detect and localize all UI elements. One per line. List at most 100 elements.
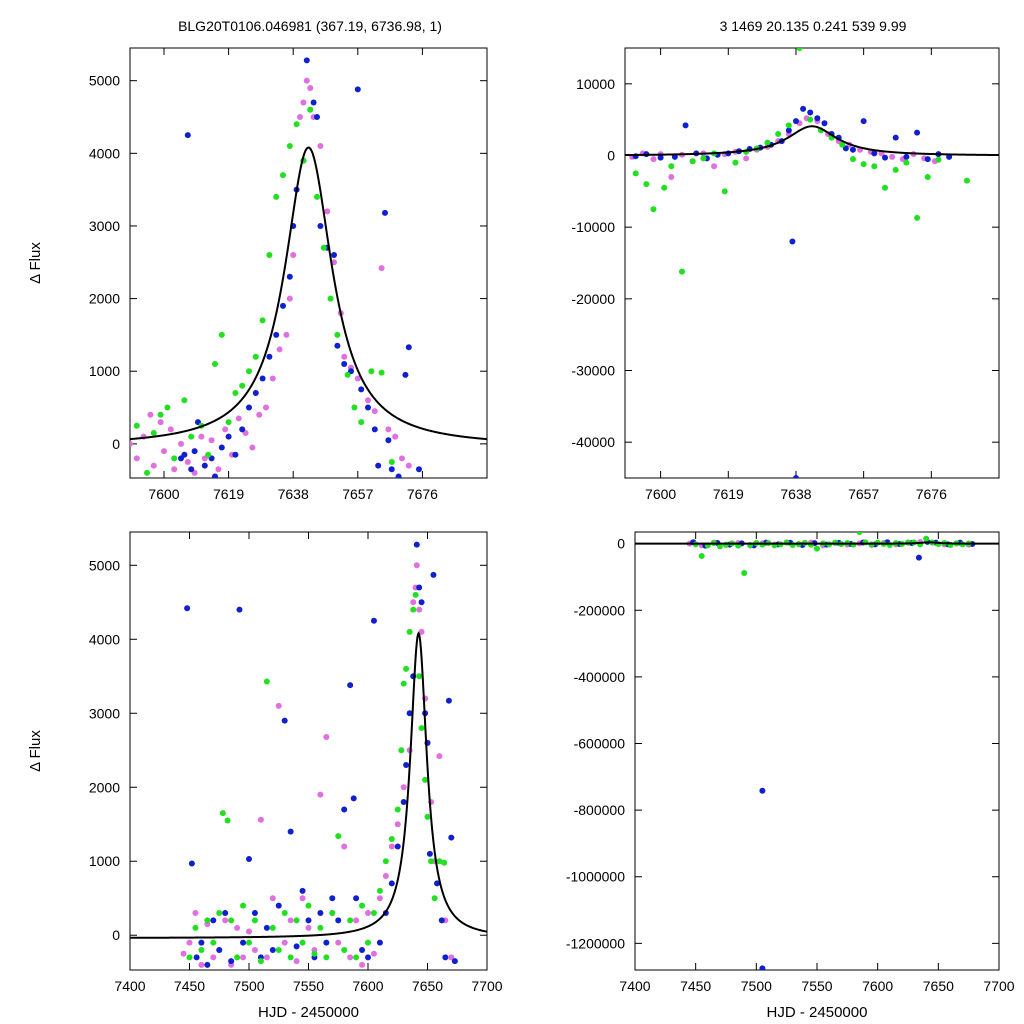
y-tick-label: 4000 bbox=[89, 145, 120, 161]
x-tick-label: 7600 bbox=[862, 978, 893, 994]
x-tick-label: 7700 bbox=[983, 978, 1014, 994]
data-point-pink bbox=[251, 947, 258, 954]
data-point-blue bbox=[266, 353, 273, 360]
data-point-green bbox=[347, 917, 354, 924]
data-point-blue bbox=[329, 895, 336, 902]
data-point-green bbox=[368, 368, 375, 375]
data-point-green bbox=[225, 419, 232, 426]
data-point-blue bbox=[228, 958, 235, 965]
data-point-green bbox=[716, 543, 723, 550]
data-point-blue bbox=[317, 222, 324, 229]
data-point-blue bbox=[188, 466, 195, 473]
data-point-green bbox=[224, 817, 231, 824]
data-point-green bbox=[850, 541, 857, 548]
data-point-green bbox=[424, 813, 431, 820]
data-point-blue bbox=[334, 342, 341, 349]
data-point-blue bbox=[299, 887, 306, 894]
data-point-green bbox=[320, 244, 327, 251]
data-point-green bbox=[204, 917, 211, 924]
x-tick-label: 7400 bbox=[619, 978, 650, 994]
data-point-green bbox=[892, 166, 899, 173]
y-tick-label: 2000 bbox=[89, 779, 120, 795]
data-point-green bbox=[410, 606, 417, 613]
y-tick-label: -200000 bbox=[574, 602, 626, 618]
data-point-blue bbox=[212, 473, 218, 478]
x-tick-label: 7450 bbox=[680, 978, 711, 994]
data-point-pink bbox=[448, 954, 455, 961]
data-point-pink bbox=[410, 599, 417, 606]
data-point-green bbox=[741, 569, 748, 576]
data-point-green bbox=[280, 172, 286, 179]
data-point-blue bbox=[184, 132, 191, 139]
data-point-blue bbox=[201, 462, 208, 469]
panel-bottom-right: 7400 7450 7500 7550 7600 7650 7700 -1200000 -100… bbox=[566, 531, 1015, 1021]
data-point-pink bbox=[186, 939, 193, 946]
data-point-green bbox=[273, 193, 280, 200]
data-point-pink bbox=[335, 939, 342, 946]
data-point-pink bbox=[283, 331, 290, 338]
y-tick-label: 1000 bbox=[89, 363, 120, 379]
data-point-green bbox=[252, 353, 259, 360]
data-point-blue bbox=[821, 120, 828, 127]
data-point-blue bbox=[430, 571, 437, 578]
x-tick-label: 7657 bbox=[342, 486, 373, 502]
data-point-green bbox=[365, 939, 371, 946]
data-point-blue bbox=[448, 834, 455, 841]
data-point-blue bbox=[785, 127, 792, 134]
data-point-green bbox=[251, 917, 258, 924]
data-point-blue bbox=[281, 717, 288, 724]
data-point-green bbox=[192, 924, 199, 931]
data-point-pink bbox=[405, 462, 412, 469]
data-point-green bbox=[428, 858, 435, 865]
data-point-green bbox=[186, 954, 193, 961]
data-point-green bbox=[903, 159, 910, 166]
data-point-blue bbox=[792, 118, 799, 125]
data-point-blue bbox=[323, 939, 330, 946]
data-point-pink bbox=[222, 426, 229, 433]
data-point-green bbox=[785, 122, 792, 129]
data-point-pink bbox=[418, 628, 425, 635]
data-point-green bbox=[218, 331, 225, 338]
data-point-blue bbox=[335, 917, 342, 924]
data-point-blue bbox=[287, 828, 294, 835]
data-point-green bbox=[849, 156, 856, 163]
data-point-pink bbox=[392, 433, 399, 440]
data-point-pink bbox=[161, 448, 167, 455]
data-point-blue bbox=[451, 958, 458, 965]
data-point-green bbox=[263, 678, 270, 685]
data-point-pink bbox=[275, 702, 282, 709]
data-point-blue bbox=[403, 762, 410, 769]
y-axis-label: Δ Flux bbox=[27, 242, 44, 284]
data-point-green bbox=[963, 177, 970, 184]
panel-top-right: 7600 7619 7638 7657 7676 -40000 -30000 -20000 -1… bbox=[571, 47, 1000, 502]
data-point-pink bbox=[413, 562, 420, 569]
data-point-pink bbox=[416, 606, 423, 613]
x-tick-label: 7700 bbox=[471, 978, 502, 994]
x-tick-label: 7550 bbox=[801, 978, 832, 994]
data-point-green bbox=[286, 143, 293, 150]
data-point-blue bbox=[310, 99, 317, 106]
data-point-pink bbox=[354, 375, 361, 382]
data-point-blue bbox=[371, 426, 378, 433]
data-point-green bbox=[382, 858, 389, 865]
model-curve bbox=[625, 125, 999, 157]
data-point-green bbox=[732, 159, 739, 166]
y-tick-label: 5000 bbox=[89, 73, 120, 89]
x-tick-label: 7600 bbox=[645, 486, 676, 502]
data-point-blue bbox=[800, 105, 807, 112]
data-point-blue bbox=[406, 710, 413, 717]
data-point-blue bbox=[370, 617, 377, 624]
data-point-green bbox=[329, 910, 336, 917]
x-tick-label: 7450 bbox=[174, 978, 205, 994]
data-point-green bbox=[228, 917, 235, 924]
data-point-green bbox=[775, 131, 782, 137]
data-point-blue bbox=[405, 344, 412, 351]
data-point-pink bbox=[269, 375, 276, 382]
data-point-blue bbox=[376, 939, 383, 946]
data-point-pink bbox=[307, 84, 314, 91]
data-point-pink bbox=[150, 462, 157, 469]
data-point-green bbox=[924, 174, 931, 180]
panel-top-left: 7600 7619 7638 7657 7676 0 1000 2000 3000 4000 500… bbox=[27, 47, 488, 502]
y-tick-label: 1000 bbox=[89, 853, 120, 869]
data-point-blue bbox=[759, 787, 766, 794]
